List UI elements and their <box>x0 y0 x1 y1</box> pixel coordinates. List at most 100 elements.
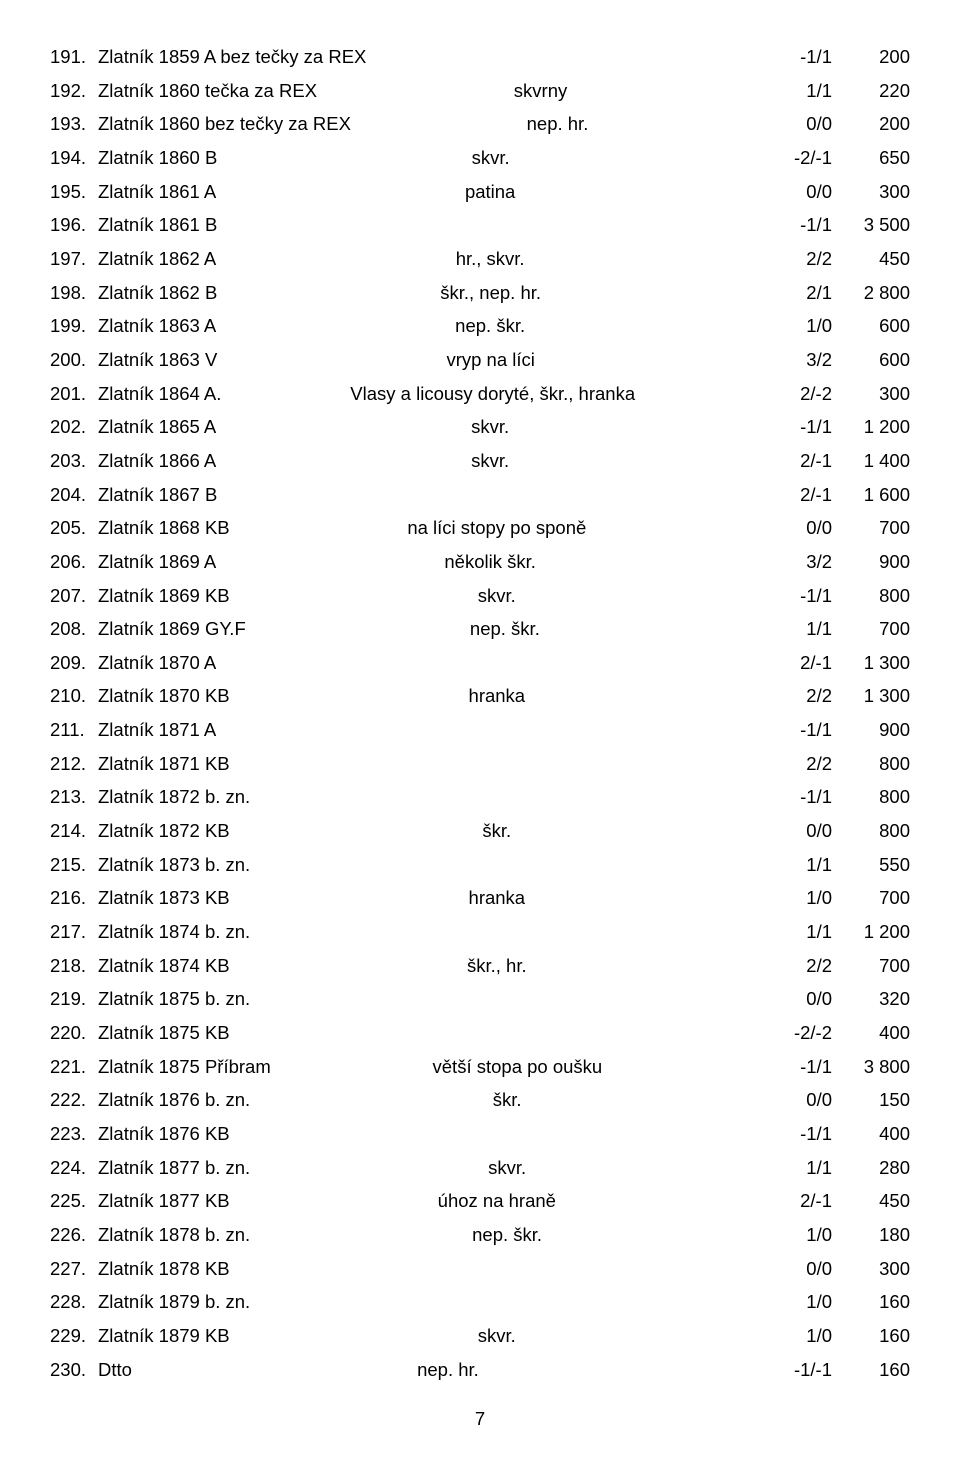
item-price: 650 <box>832 141 910 175</box>
catalog-row: 225.Zlatník 1877 KBúhoz na hraně2/-1450 <box>50 1184 910 1218</box>
item-grade: 1/1 <box>764 612 832 646</box>
item-note: na líci stopy po sponě <box>230 511 764 545</box>
item-note: nep. hr. <box>132 1353 764 1387</box>
item-note: skvr. <box>230 579 764 613</box>
lot-number: 207. <box>50 579 98 613</box>
catalog-row: 211.Zlatník 1871 A-1/1900 <box>50 713 910 747</box>
catalog-row: 203.Zlatník 1866 Askvr.2/-11 400 <box>50 444 910 478</box>
catalog-row: 219.Zlatník 1875 b. zn.0/0320 <box>50 982 910 1016</box>
item-name: Zlatník 1877 b. zn. <box>98 1151 250 1185</box>
item-note: skvr. <box>216 444 764 478</box>
item-name: Zlatník 1878 b. zn. <box>98 1218 250 1252</box>
item-name: Zlatník 1868 KB <box>98 511 230 545</box>
item-grade: 1/1 <box>764 1151 832 1185</box>
catalog-row: 218.Zlatník 1874 KBškr., hr.2/2700 <box>50 949 910 983</box>
catalog-row: 209.Zlatník 1870 A2/-11 300 <box>50 646 910 680</box>
item-note: skvr. <box>217 141 764 175</box>
item-grade: 2/2 <box>764 242 832 276</box>
lot-number: 212. <box>50 747 98 781</box>
item-note: nep. škr. <box>246 612 764 646</box>
item-note: hr., skvr. <box>216 242 764 276</box>
item-name: Zlatník 1875 Příbram <box>98 1050 271 1084</box>
item-grade: 1/0 <box>764 1285 832 1319</box>
item-grade: 2/-1 <box>764 646 832 680</box>
lot-number: 214. <box>50 814 98 848</box>
item-price: 2 800 <box>832 276 910 310</box>
item-price: 800 <box>832 814 910 848</box>
item-name: Zlatník 1871 A <box>98 713 216 747</box>
item-grade: -1/1 <box>764 713 832 747</box>
catalog-row: 197.Zlatník 1862 Ahr., skvr.2/2450 <box>50 242 910 276</box>
catalog-row: 192.Zlatník 1860 tečka za REXskvrny1/122… <box>50 74 910 108</box>
item-price: 900 <box>832 713 910 747</box>
catalog-row: 205.Zlatník 1868 KBna líci stopy po spon… <box>50 511 910 545</box>
lot-number: 213. <box>50 780 98 814</box>
catalog-row: 214.Zlatník 1872 KBškr.0/0800 <box>50 814 910 848</box>
item-name: Zlatník 1862 A <box>98 242 216 276</box>
item-note: hranka <box>230 881 764 915</box>
item-name: Zlatník 1860 B <box>98 141 217 175</box>
item-note: vryp na líci <box>217 343 764 377</box>
item-name: Zlatník 1867 B <box>98 478 217 512</box>
catalog-row: 228.Zlatník 1879 b. zn.1/0160 <box>50 1285 910 1319</box>
item-name: Zlatník 1873 b. zn. <box>98 848 250 882</box>
item-name: Zlatník 1870 A <box>98 646 216 680</box>
item-price: 1 200 <box>832 915 910 949</box>
item-name: Zlatník 1863 A <box>98 309 216 343</box>
item-note: patina <box>216 175 764 209</box>
item-grade: 2/2 <box>764 949 832 983</box>
item-note: skvrny <box>317 74 764 108</box>
item-grade: -1/1 <box>764 1050 832 1084</box>
item-grade: 1/0 <box>764 309 832 343</box>
item-price: 160 <box>832 1285 910 1319</box>
item-price: 200 <box>832 40 910 74</box>
catalog-row: 200.Zlatník 1863 Vvryp na líci3/2600 <box>50 343 910 377</box>
item-grade: 3/2 <box>764 343 832 377</box>
item-grade: 1/0 <box>764 1319 832 1353</box>
catalog-row: 196.Zlatník 1861 B-1/13 500 <box>50 208 910 242</box>
item-grade: -1/1 <box>764 780 832 814</box>
item-name: Zlatník 1879 b. zn. <box>98 1285 250 1319</box>
item-grade: 1/0 <box>764 1218 832 1252</box>
item-name: Zlatník 1875 KB <box>98 1016 230 1050</box>
item-price: 400 <box>832 1016 910 1050</box>
item-price: 200 <box>832 107 910 141</box>
item-name: Zlatník 1877 KB <box>98 1184 230 1218</box>
item-price: 600 <box>832 343 910 377</box>
item-name: Zlatník 1874 KB <box>98 949 230 983</box>
item-name: Zlatník 1875 b. zn. <box>98 982 250 1016</box>
item-note: škr. <box>230 814 764 848</box>
lot-number: 220. <box>50 1016 98 1050</box>
lot-number: 199. <box>50 309 98 343</box>
item-name: Zlatník 1872 b. zn. <box>98 780 250 814</box>
item-grade: 1/0 <box>764 881 832 915</box>
item-price: 1 200 <box>832 410 910 444</box>
item-name: Zlatník 1865 A <box>98 410 216 444</box>
item-grade: -1/1 <box>764 208 832 242</box>
item-note: větší stopa po oušku <box>271 1050 764 1084</box>
lot-number: 219. <box>50 982 98 1016</box>
item-price: 800 <box>832 780 910 814</box>
item-grade: 1/1 <box>764 915 832 949</box>
catalog-row: 191.Zlatník 1859 A bez tečky za REX-1/12… <box>50 40 910 74</box>
catalog-row: 204.Zlatník 1867 B2/-11 600 <box>50 478 910 512</box>
item-grade: 2/-1 <box>764 444 832 478</box>
lot-number: 205. <box>50 511 98 545</box>
item-name: Zlatník 1871 KB <box>98 747 230 781</box>
catalog-row: 194.Zlatník 1860 Bskvr.-2/-1650 <box>50 141 910 175</box>
item-price: 1 300 <box>832 646 910 680</box>
item-name: Zlatník 1859 A bez tečky za REX <box>98 40 366 74</box>
catalog-row: 212.Zlatník 1871 KB2/2800 <box>50 747 910 781</box>
item-grade: -1/-1 <box>764 1353 832 1387</box>
item-note: nep. škr. <box>250 1218 764 1252</box>
lot-number: 227. <box>50 1252 98 1286</box>
item-grade: 2/-2 <box>764 377 832 411</box>
item-name: Zlatník 1869 GY.F <box>98 612 246 646</box>
item-name: Zlatník 1874 b. zn. <box>98 915 250 949</box>
lot-number: 192. <box>50 74 98 108</box>
item-grade: -2/-1 <box>764 141 832 175</box>
item-name: Zlatník 1879 KB <box>98 1319 230 1353</box>
catalog-row: 213.Zlatník 1872 b. zn. -1/1800 <box>50 780 910 814</box>
item-name: Zlatník 1878 KB <box>98 1252 230 1286</box>
item-grade: -1/1 <box>764 579 832 613</box>
